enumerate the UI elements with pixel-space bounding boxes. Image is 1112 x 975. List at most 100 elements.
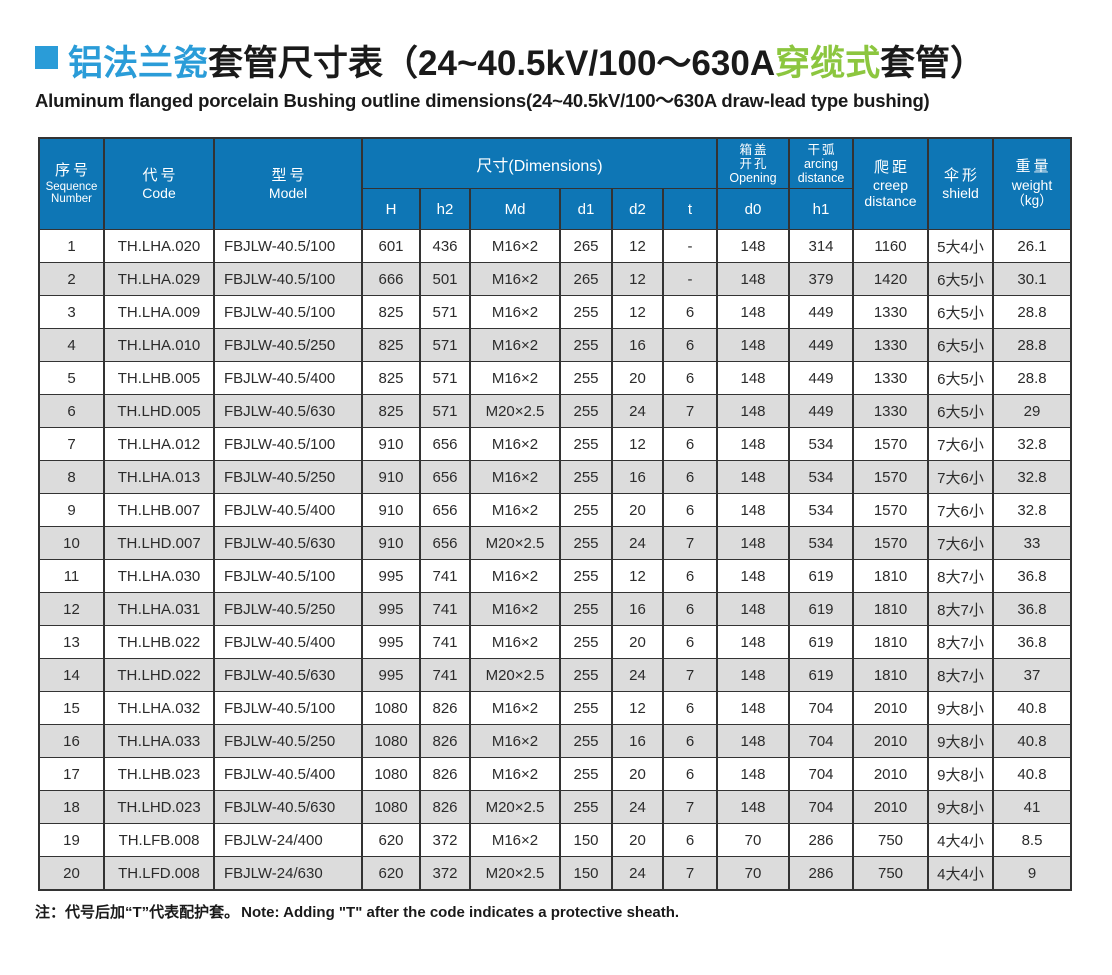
cell-code: TH.LHD.007	[103, 526, 215, 560]
cell-Md: M16×2	[469, 460, 561, 494]
col-header-t: t	[662, 188, 718, 230]
cell-d0: 148	[716, 493, 790, 527]
page-subtitle-en: Aluminum flanged porcelain Bushing outli…	[35, 90, 930, 112]
cell-creep: 750	[852, 823, 929, 857]
cell-d2: 24	[611, 658, 664, 692]
cell-weight: 28.8	[992, 361, 1072, 395]
table-row: 10 TH.LHD.007 FBJLW-40.5/630 910 656 M20×2.5 2…	[38, 526, 1072, 560]
cell-shield: 9大8小	[927, 790, 994, 824]
group-header-arcing-distance: 干弧 arcing distance	[788, 137, 854, 189]
cell-d0: 148	[716, 559, 790, 593]
cell-d2: 16	[611, 592, 664, 626]
cell-d2: 24	[611, 394, 664, 428]
cell-h2: 826	[419, 724, 471, 758]
cell-model: FBJLW-40.5/400	[213, 625, 363, 659]
cell-H: 910	[361, 493, 421, 527]
cell-shield: 9大8小	[927, 724, 994, 758]
cell-model: FBJLW-40.5/250	[213, 460, 363, 494]
cell-seq: 13	[38, 625, 105, 659]
cell-d0: 148	[716, 229, 790, 263]
page-title: 铝法兰瓷套管尺寸表（24~40.5kV/100～630A穿缆式套管）	[35, 44, 1095, 84]
opening-header-zh2: 开孔	[739, 156, 769, 171]
table-row: 5 TH.LHB.005 FBJLW-40.5/400 825 571 M16×2 255 2…	[38, 361, 1072, 395]
cell-model: FBJLW-40.5/630	[213, 790, 363, 824]
cell-h1: 534	[788, 493, 854, 527]
cell-shield: 6大5小	[927, 295, 994, 329]
cell-H: 995	[361, 592, 421, 626]
cell-H: 825	[361, 295, 421, 329]
cell-h1: 534	[788, 460, 854, 494]
title-zh-green: 穿缆式	[775, 44, 881, 83]
cell-model: FBJLW-40.5/250	[213, 592, 363, 626]
cell-d2: 20	[611, 625, 664, 659]
cell-Md: M16×2	[469, 229, 561, 263]
table-row: 15 TH.LHA.032 FBJLW-40.5/100 1080 826 M16×2 25…	[38, 691, 1072, 725]
col-header-model: 型号 Model	[213, 137, 363, 230]
cell-model: FBJLW-40.5/250	[213, 724, 363, 758]
table-row: 8 TH.LHA.013 FBJLW-40.5/250 910 656 M16×2 255 1…	[38, 460, 1072, 494]
cell-model: FBJLW-40.5/100	[213, 262, 363, 296]
cell-Md: M16×2	[469, 757, 561, 791]
seq-header-zh: 序号	[54, 161, 91, 179]
cell-code: TH.LHA.010	[103, 328, 215, 362]
cell-seq: 17	[38, 757, 105, 791]
cell-h2: 571	[419, 361, 471, 395]
cell-code: TH.LHB.022	[103, 625, 215, 659]
cell-seq: 20	[38, 856, 105, 891]
cell-model: FBJLW-40.5/630	[213, 394, 363, 428]
col-header-d1: d1	[559, 188, 613, 230]
cell-creep: 1810	[852, 658, 929, 692]
cell-code: TH.LHB.007	[103, 493, 215, 527]
col-header-h1: h1	[788, 188, 854, 230]
cell-h2: 826	[419, 691, 471, 725]
cell-weight: 40.8	[992, 691, 1072, 725]
cell-h2: 372	[419, 856, 471, 891]
cell-d1: 255	[559, 790, 613, 824]
col-header-d2: d2	[611, 188, 664, 230]
cell-h2: 656	[419, 526, 471, 560]
cell-creep: 2010	[852, 691, 929, 725]
cell-Md: M16×2	[469, 328, 561, 362]
group-header-opening: 箱盖 开孔 Opening	[716, 137, 790, 189]
cell-d1: 255	[559, 658, 613, 692]
cell-weight: 28.8	[992, 328, 1072, 362]
cell-d0: 148	[716, 262, 790, 296]
cell-shield: 6大5小	[927, 394, 994, 428]
cell-h2: 571	[419, 394, 471, 428]
cell-Md: M16×2	[469, 262, 561, 296]
cell-d2: 12	[611, 295, 664, 329]
cell-shield: 7大6小	[927, 460, 994, 494]
table-row: 13 TH.LHB.022 FBJLW-40.5/400 995 741 M16×2 255…	[38, 625, 1072, 659]
cell-d1: 255	[559, 427, 613, 461]
cell-h1: 619	[788, 559, 854, 593]
cell-d2: 20	[611, 823, 664, 857]
cell-code: TH.LHA.031	[103, 592, 215, 626]
cell-Md: M16×2	[469, 823, 561, 857]
cell-code: TH.LHA.020	[103, 229, 215, 263]
cell-h1: 449	[788, 394, 854, 428]
cell-seq: 15	[38, 691, 105, 725]
cell-d2: 16	[611, 724, 664, 758]
cell-d1: 265	[559, 262, 613, 296]
cell-H: 825	[361, 361, 421, 395]
cell-H: 601	[361, 229, 421, 263]
cell-shield: 8大7小	[927, 658, 994, 692]
cell-seq: 2	[38, 262, 105, 296]
cell-d2: 16	[611, 460, 664, 494]
cell-d1: 150	[559, 856, 613, 891]
cell-model: FBJLW-40.5/250	[213, 328, 363, 362]
cell-d0: 148	[716, 724, 790, 758]
cell-t: 6	[662, 328, 718, 362]
cell-shield: 4大4小	[927, 823, 994, 857]
cell-Md: M16×2	[469, 724, 561, 758]
title-block: 铝法兰瓷套管尺寸表（24~40.5kV/100～630A穿缆式套管） Alumi…	[35, 44, 1095, 113]
cell-code: TH.LFD.008	[103, 856, 215, 891]
cell-model: FBJLW-40.5/100	[213, 559, 363, 593]
cell-H: 1080	[361, 691, 421, 725]
cell-shield: 6大5小	[927, 361, 994, 395]
cell-d1: 255	[559, 361, 613, 395]
cell-creep: 1330	[852, 328, 929, 362]
cell-weight: 32.8	[992, 427, 1072, 461]
cell-Md: M16×2	[469, 427, 561, 461]
cell-shield: 7大6小	[927, 493, 994, 527]
